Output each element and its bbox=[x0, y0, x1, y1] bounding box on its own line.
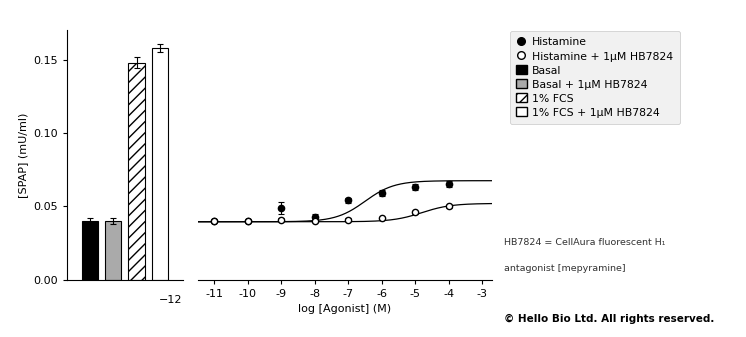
Bar bbox=[105, 221, 122, 280]
Bar bbox=[82, 221, 98, 280]
Text: © Hello Bio Ltd. All rights reserved.: © Hello Bio Ltd. All rights reserved. bbox=[504, 313, 714, 324]
Text: antagonist [mepyramine]: antagonist [mepyramine] bbox=[504, 264, 625, 273]
X-axis label: log [Agonist] (M): log [Agonist] (M) bbox=[298, 304, 392, 314]
Text: HB7824 = CellAura fluorescent H₁: HB7824 = CellAura fluorescent H₁ bbox=[504, 238, 665, 247]
Y-axis label: [SPAP] (mU/ml): [SPAP] (mU/ml) bbox=[18, 112, 28, 198]
Text: −12: −12 bbox=[159, 295, 183, 305]
Bar bbox=[151, 48, 168, 280]
Legend: Histamine, Histamine + 1μM HB7824, Basal, Basal + 1μM HB7824, 1% FCS, 1% FCS + 1: Histamine, Histamine + 1μM HB7824, Basal… bbox=[510, 31, 680, 124]
Bar bbox=[128, 63, 145, 280]
